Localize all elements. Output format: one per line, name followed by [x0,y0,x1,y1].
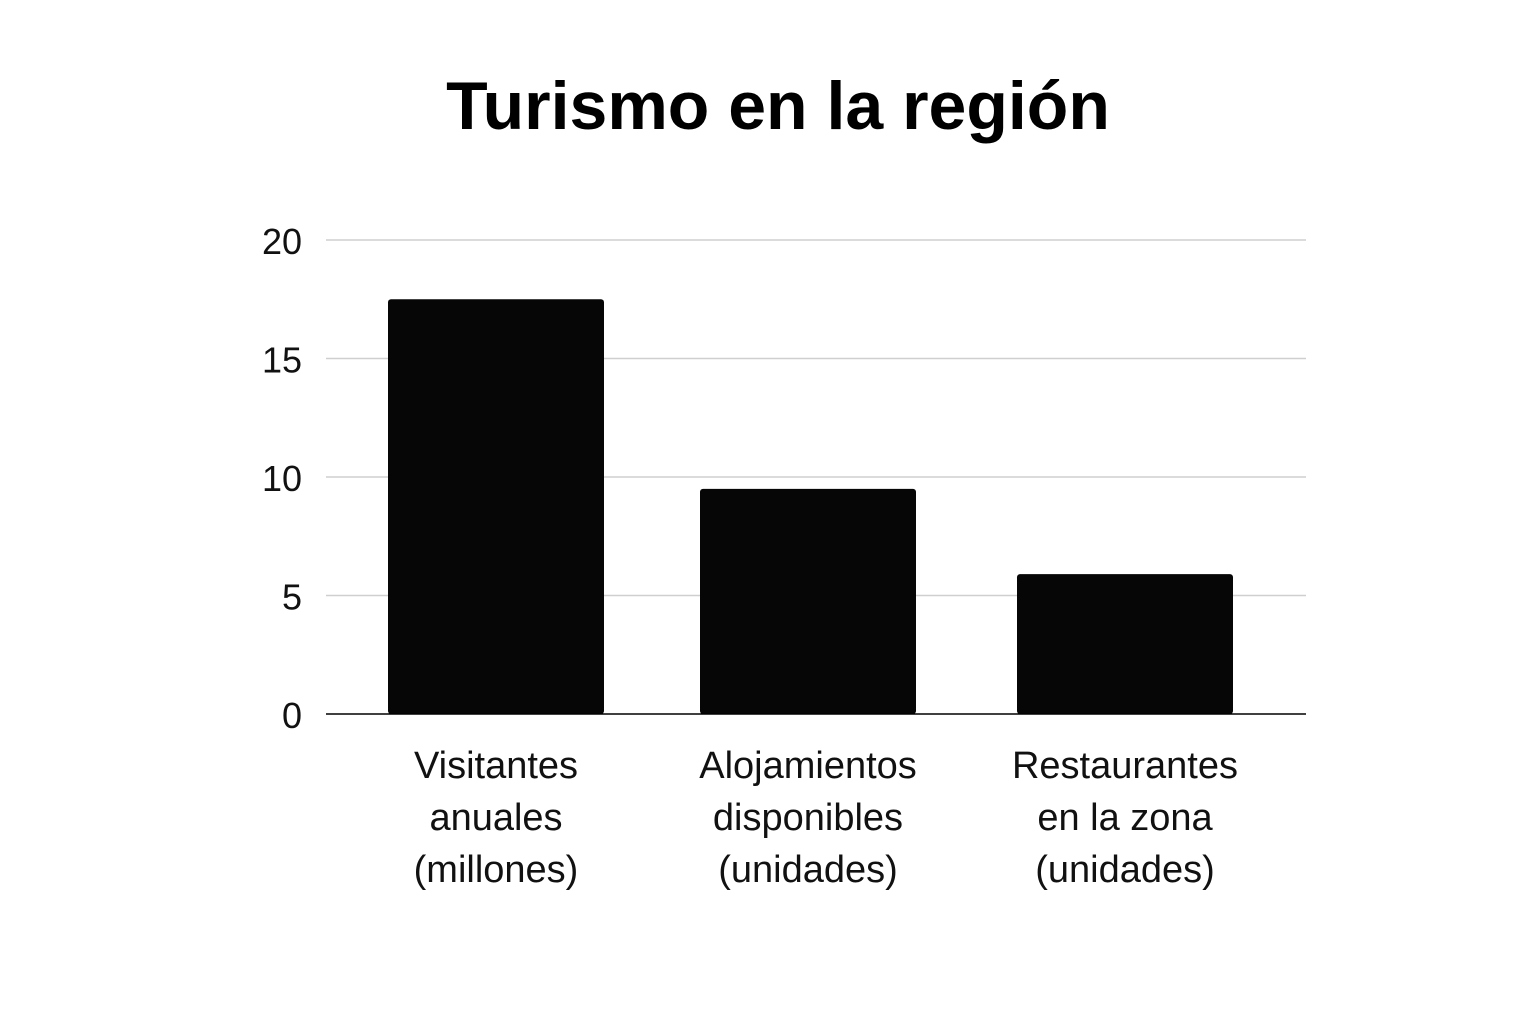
x-tick-label: Restaurantes en la zona (unidades) [1012,745,1238,891]
y-tick-label: 10 [262,458,302,499]
bar [1017,574,1233,714]
bar [700,488,916,714]
bars [388,299,1233,714]
y-tick-label: 20 [262,221,302,262]
chart-title: Turismo en la región [446,68,1110,144]
y-tick-label: 5 [282,577,302,618]
bar [388,299,604,714]
y-tick-label: 0 [282,695,302,736]
x-tick-label: Alojamientos disponibles (unidades) [699,745,917,891]
y-axis-ticks: 0 5 10 15 20 [262,221,302,736]
x-axis-labels: Visitantes anuales (millones) Alojamientos d… [414,745,1238,891]
x-tick-label: Visitantes anuales (millones) [414,745,579,891]
y-tick-label: 15 [262,340,302,381]
